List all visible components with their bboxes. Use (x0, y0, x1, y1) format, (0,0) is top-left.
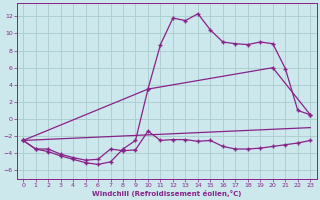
X-axis label: Windchill (Refroidissement éolien,°C): Windchill (Refroidissement éolien,°C) (92, 190, 241, 197)
